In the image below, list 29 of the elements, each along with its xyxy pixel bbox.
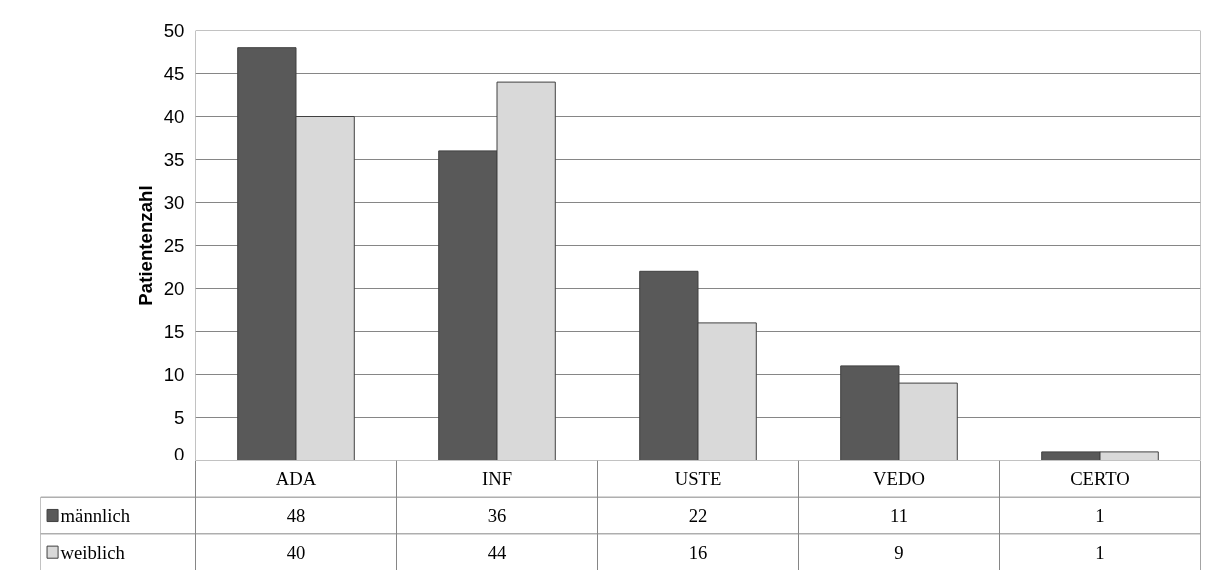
y-tick-label: 30: [163, 192, 185, 213]
data-label: 9: [894, 541, 904, 563]
data-label: 1: [1095, 541, 1105, 563]
data-label: 48: [286, 505, 306, 526]
y-tick-label: 35: [163, 149, 185, 170]
y-tick-label: 40: [163, 106, 185, 127]
y-tick-label: 10: [163, 364, 185, 385]
data-label: 16: [688, 541, 708, 563]
x-tick-label: USTE: [674, 468, 722, 490]
data-label: 22: [688, 505, 708, 526]
x-tick-label: VEDO: [873, 468, 925, 490]
legend-label: weiblich: [60, 541, 126, 563]
data-label: 11: [890, 505, 908, 526]
data-label: 1: [1095, 505, 1105, 526]
x-tick-label: ADA: [275, 468, 317, 490]
y-tick-label: 50: [163, 20, 185, 41]
data-label: 44: [487, 541, 507, 563]
y-tick-label: 25: [163, 235, 185, 256]
y-tick-label: 20: [163, 278, 185, 299]
y-axis-title: Patientenzahl: [134, 185, 156, 306]
y-tick-label: 45: [163, 63, 185, 84]
y-tick-label: 15: [163, 321, 185, 342]
data-label: 40: [286, 541, 306, 563]
y-tick-label: 5: [174, 407, 185, 428]
x-tick-label: INF: [481, 468, 513, 490]
data-label: 36: [487, 505, 507, 526]
x-tick-label: CERTO: [1070, 468, 1130, 490]
y-tick-label: 0: [174, 443, 185, 465]
legend-label: männlich: [60, 505, 131, 526]
